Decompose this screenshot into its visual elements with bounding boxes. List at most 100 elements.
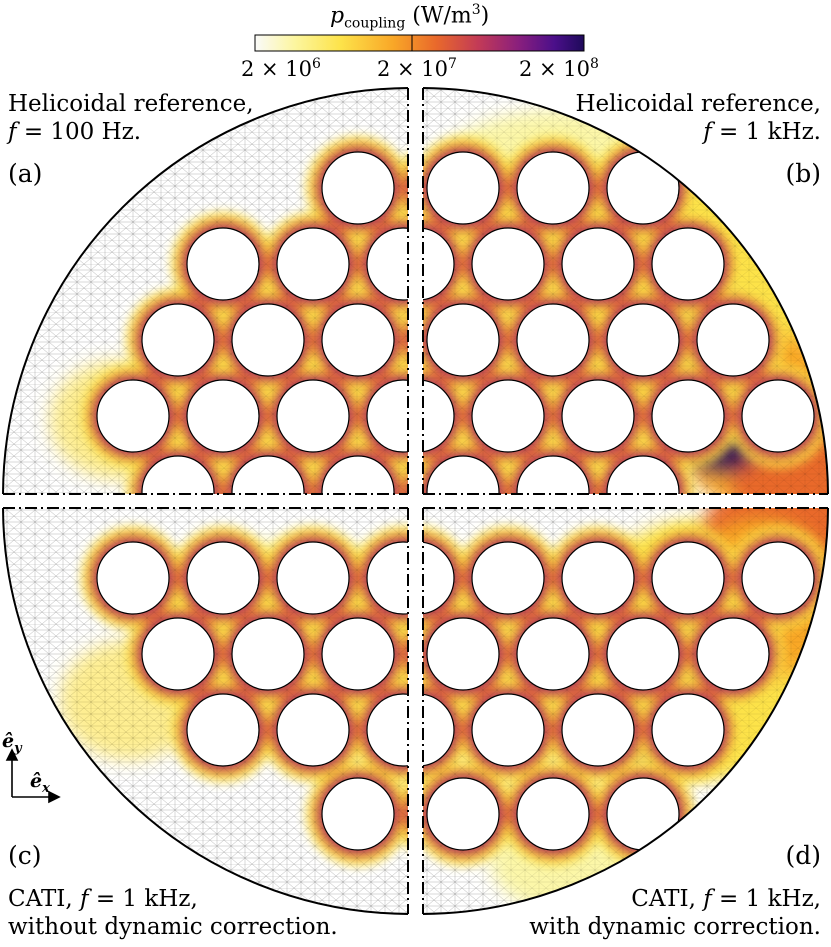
panel-a-conductor-hole: [186, 379, 260, 453]
panel-a-conductor-hole: [141, 303, 215, 377]
panel-d-conductor-hole: [561, 541, 635, 615]
panel-d-conductor-hole: [606, 777, 680, 851]
panel-b-caption: Helicoidal reference, f = 1 kHz.: [575, 90, 821, 146]
panel-b-tag: (b): [785, 159, 821, 188]
colorbar-tick-label-1: 2 × 106: [241, 56, 321, 81]
panel-c-freq: = 1 kHz,: [88, 886, 198, 912]
panel-c-tag: (c): [8, 841, 42, 870]
colorbar-title-unit: (W/m: [412, 3, 472, 29]
panel-a-conductor-hole: [321, 151, 395, 225]
panel-b-line2: f = 1 kHz.: [575, 118, 821, 146]
panel-a-conductor-hole: [366, 379, 408, 453]
panel-a-tag: (a): [8, 159, 43, 188]
panel-b-conductor-hole: [516, 303, 590, 377]
tick-1-exp: 6: [312, 56, 321, 72]
panel-d-conductor-hole: [741, 541, 815, 615]
panel-c-conductor-hole: [276, 541, 350, 615]
panel-d-conductor-hole: [471, 693, 545, 767]
panel-a-caption: Helicoidal reference, f = 100 Hz.: [8, 90, 254, 146]
panel-b-conductor-hole: [561, 379, 635, 453]
panel-b-conductor-hole: [561, 227, 635, 301]
panel-c-conductor-hole: [321, 617, 395, 691]
panel-d-line1: CATI, f = 1 kHz,: [529, 885, 821, 913]
panel-a-line1: Helicoidal reference,: [8, 91, 254, 117]
panel-d-freq: = 1 kHz,: [711, 886, 821, 912]
panel-d-method: CATI,: [631, 886, 704, 912]
colorbar: [254, 34, 585, 52]
panel-c-conductor-hole: [96, 541, 170, 615]
tick-3-exp: 8: [590, 56, 599, 72]
panel-c-line2: without dynamic correction.: [8, 914, 338, 940]
tick-2-exp: 7: [448, 56, 457, 72]
panel-a-conductor-hole: [321, 303, 395, 377]
panel-a-conductor-hole: [366, 227, 408, 301]
colorbar-title-unit-exp: 3: [471, 2, 481, 18]
panel-b-freq: = 1 kHz.: [711, 119, 821, 145]
colorbar-title-unit-close: ): [480, 3, 490, 29]
panel-d-conductor-hole: [423, 541, 455, 615]
panel-d-conductor-hole: [426, 777, 500, 851]
panel-d-conductor-hole: [423, 693, 455, 767]
panel-d-conductor-hole: [426, 617, 500, 691]
panel-b-conductor-hole: [471, 227, 545, 301]
panel-d-caption: CATI, f = 1 kHz, with dynamic correction…: [529, 885, 821, 941]
panel-c-method: CATI,: [8, 886, 80, 912]
ey-label: êy: [2, 730, 22, 756]
panel-b-conductor-hole: [606, 455, 680, 494]
ey-sub: y: [14, 740, 22, 756]
panel-b-conductor-hole: [423, 227, 455, 301]
panel-a-freq: = 100 Hz.: [16, 119, 142, 145]
colorbar-title: pcoupling (W/m3): [330, 2, 489, 32]
panel-c-conductor-hole: [231, 617, 305, 691]
ex-label: êx: [30, 770, 50, 796]
colorbar-tick-label-2: 2 × 107: [377, 56, 457, 81]
panel-b-line1: Helicoidal reference,: [575, 91, 821, 117]
panel-d-line2: with dynamic correction.: [529, 914, 821, 940]
outer-boundary-a: [2, 87, 409, 495]
tick-3-base: 2 × 10: [519, 57, 591, 81]
panel-b-conductor-hole: [423, 379, 455, 453]
colorbar-title-var: p: [330, 3, 345, 29]
panel-d-conductor-hole: [516, 617, 590, 691]
outer-boundary-c: [2, 507, 409, 915]
outer-boundary-b: [422, 87, 829, 495]
panel-b-conductor-hole: [696, 303, 770, 377]
panel-d-conductor-hole: [651, 693, 725, 767]
panel-a-conductor-hole: [231, 303, 305, 377]
panel-b-conductor-hole: [516, 151, 590, 225]
panel-d-conductor-hole: [471, 541, 545, 615]
panel-a-conductor-hole: [276, 227, 350, 301]
panel-b-conductor-hole: [426, 303, 500, 377]
panel-a-conductor-hole: [321, 455, 395, 494]
panel-c-caption: CATI, f = 1 kHz, without dynamic correct…: [8, 885, 338, 941]
panel-d-freq-var: f: [703, 886, 712, 912]
panel-a-conductor-hole: [276, 379, 350, 453]
tick-1-base: 2 × 10: [241, 57, 313, 81]
panel-d-tag: (d): [785, 841, 821, 870]
panel-c-conductor-hole: [186, 541, 260, 615]
panel-b-conductor-hole: [606, 151, 680, 225]
panel-a-conductor-hole: [96, 379, 170, 453]
panel-b-conductor-hole: [606, 303, 680, 377]
panel-c-conductor-hole: [366, 693, 408, 767]
outer-boundary-d: [422, 507, 829, 915]
panel-d-conductor-hole: [651, 541, 725, 615]
panel-b-conductor-hole: [471, 379, 545, 453]
panel-d-conductor-hole: [516, 777, 590, 851]
ey-base: ê: [2, 730, 15, 752]
panel-a-line2: f = 100 Hz.: [8, 118, 254, 146]
panel-a-conductor-hole: [231, 455, 305, 494]
panel-d-conductor-hole: [606, 617, 680, 691]
panel-c-freq-var: f: [80, 886, 89, 912]
panel-d-conductor-hole: [561, 693, 635, 767]
panel-b-conductor-hole: [651, 227, 725, 301]
panel-c-line1: CATI, f = 1 kHz,: [8, 885, 338, 913]
panel-b-freq-var: f: [703, 119, 712, 145]
panel-b-conductor-hole: [426, 151, 500, 225]
panel-b-conductor-hole: [741, 379, 815, 453]
axis-arrows: [5, 748, 61, 804]
panel-b-conductor-hole: [426, 455, 500, 494]
